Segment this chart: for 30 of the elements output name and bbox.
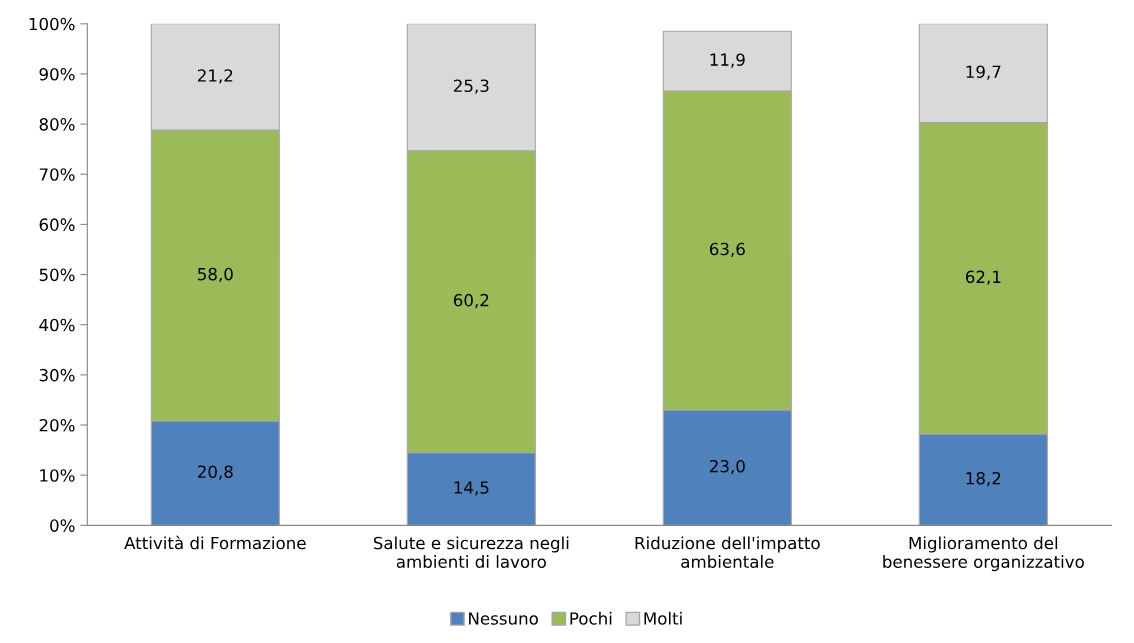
data-label: 20,8 — [197, 465, 233, 480]
legend-label: Nessuno — [469, 612, 538, 625]
data-label: 18,2 — [966, 471, 1001, 487]
data-label: 58,0 — [198, 267, 233, 283]
data-label: 62,1 — [965, 270, 1001, 285]
data-label: 19,7 — [966, 65, 1001, 80]
y-tick-label: 60% — [39, 218, 75, 231]
x-tick-label: Riduzione dell'impatto ambientale — [635, 536, 820, 569]
y-tick-label: 40% — [39, 318, 75, 332]
y-tick-label: 30% — [39, 368, 75, 382]
y-tick-label: 20% — [39, 418, 75, 432]
x-tick-label: Salute e sicurezza negli ambienti di lavoro — [373, 536, 569, 569]
x-tick-label: Miglioramento del benessere organizzativo — [883, 536, 1084, 572]
data-label: 11,9 — [710, 53, 745, 68]
legend-label: Molti — [644, 611, 682, 625]
data-label: 60,2 — [453, 293, 489, 309]
y-tick-label: 70% — [39, 168, 75, 181]
y-tick-label: 50% — [39, 268, 75, 282]
y-tick-label: 80% — [39, 118, 75, 131]
y-tick-label: 0% — [50, 519, 75, 532]
legend-label: Pochi — [570, 611, 612, 625]
data-label: 25,3 — [453, 79, 489, 94]
data-label: 14,5 — [454, 481, 489, 496]
data-label: 63,6 — [709, 242, 745, 258]
y-tick-label: 90% — [39, 67, 75, 81]
y-tick-label: 10% — [40, 469, 75, 482]
data-label: 23,0 — [709, 459, 745, 475]
x-tick-label: Attività di Formazione — [124, 535, 306, 550]
y-tick-label: 100% — [29, 17, 75, 31]
data-label: 21,2 — [197, 69, 233, 84]
